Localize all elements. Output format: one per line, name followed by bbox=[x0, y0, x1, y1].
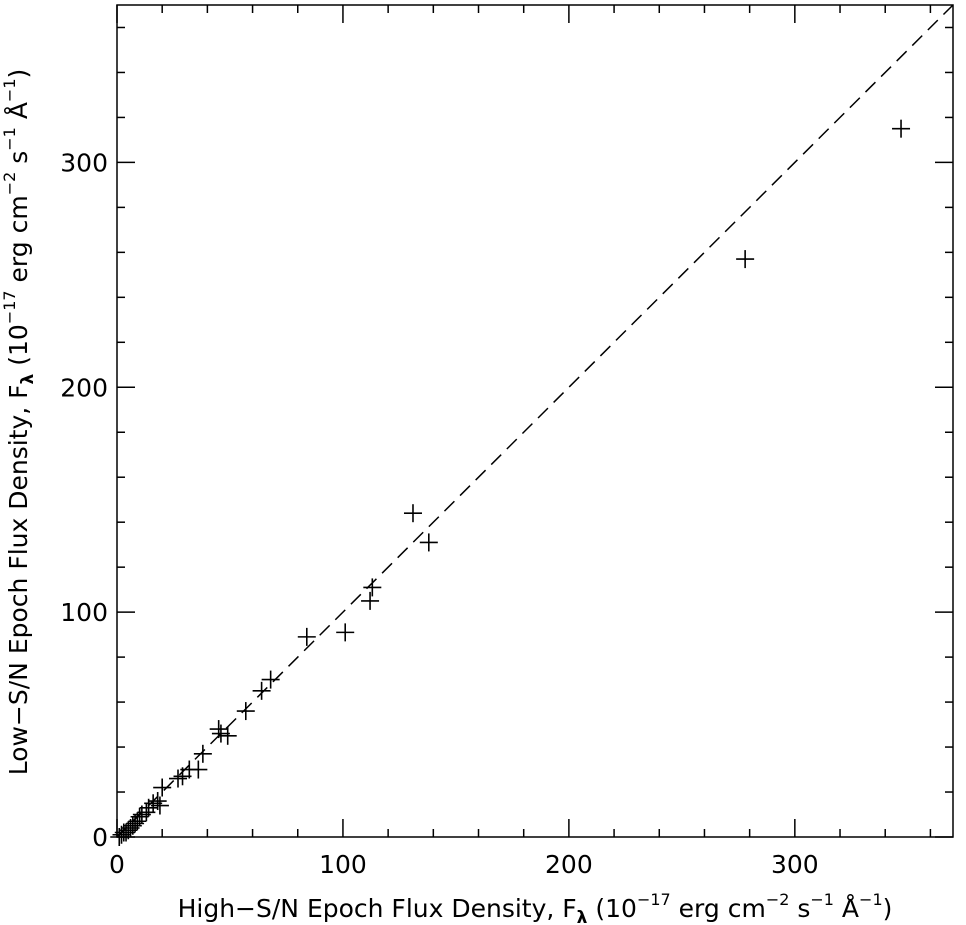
data-point bbox=[114, 823, 133, 842]
x-tick-label: 300 bbox=[771, 850, 819, 879]
data-point bbox=[252, 681, 271, 700]
y-tick-label: 100 bbox=[60, 598, 108, 627]
major-ticks bbox=[116, 5, 953, 838]
data-point bbox=[403, 504, 422, 523]
data-point bbox=[892, 119, 911, 138]
x-tick-label: 200 bbox=[545, 850, 593, 879]
data-point bbox=[736, 250, 755, 269]
data-points bbox=[110, 119, 911, 846]
data-point bbox=[112, 825, 131, 844]
data-point bbox=[209, 720, 228, 739]
data-point bbox=[361, 591, 380, 610]
data-point bbox=[336, 623, 355, 642]
plot-frame bbox=[116, 4, 954, 838]
tick-labels: 0 100 200 300 0 100 200 300 bbox=[60, 148, 818, 879]
y-tick-label: 0 bbox=[92, 823, 108, 852]
data-point bbox=[193, 744, 212, 763]
data-point bbox=[169, 769, 188, 788]
data-point bbox=[153, 778, 172, 797]
identity-reference-line bbox=[116, 4, 954, 838]
minor-ticks bbox=[117, 5, 953, 837]
data-point bbox=[419, 533, 438, 552]
x-tick-label: 100 bbox=[319, 850, 367, 879]
data-point bbox=[218, 726, 237, 745]
data-point bbox=[236, 702, 255, 721]
data-point bbox=[150, 796, 169, 815]
x-axis-label: High−S/N Epoch Flux Density, Fλ (10−17 e… bbox=[178, 890, 893, 925]
data-point bbox=[261, 670, 280, 689]
y-axis-label: Low−S/N Epoch Flux Density, Fλ (10−17 er… bbox=[0, 69, 38, 776]
data-point bbox=[297, 627, 316, 646]
data-point bbox=[173, 767, 192, 786]
y-tick-label: 200 bbox=[60, 373, 108, 402]
data-point bbox=[148, 792, 167, 811]
data-point bbox=[363, 578, 382, 597]
data-point bbox=[110, 828, 129, 846]
x-tick-label: 0 bbox=[109, 850, 125, 879]
y-tick-label: 300 bbox=[60, 148, 108, 177]
